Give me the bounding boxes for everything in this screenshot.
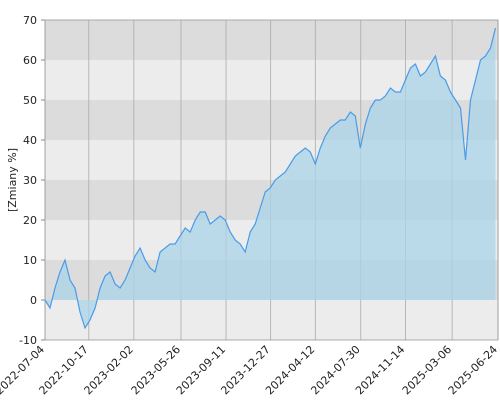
y-tick-label: 20: [23, 214, 37, 227]
y-tick-label: 60: [23, 54, 37, 67]
background-band: [45, 20, 498, 60]
y-tick-label: 40: [23, 134, 37, 147]
y-tick-label: 0: [30, 294, 37, 307]
y-tick-label: -10: [19, 334, 37, 347]
y-tick-label: 10: [23, 254, 37, 267]
background-band: [45, 300, 498, 340]
y-axis-label: [Zmiany %]: [6, 148, 19, 212]
plot-frame: [44, 19, 499, 341]
y-tick-label: 50: [23, 94, 37, 107]
y-tick-label: 30: [23, 174, 37, 187]
y-tick-label: 70: [23, 14, 37, 27]
line: [44, 27, 497, 330]
x-tick-label: 2025-06-24: [446, 343, 500, 397]
area-fill: [45, 28, 496, 328]
